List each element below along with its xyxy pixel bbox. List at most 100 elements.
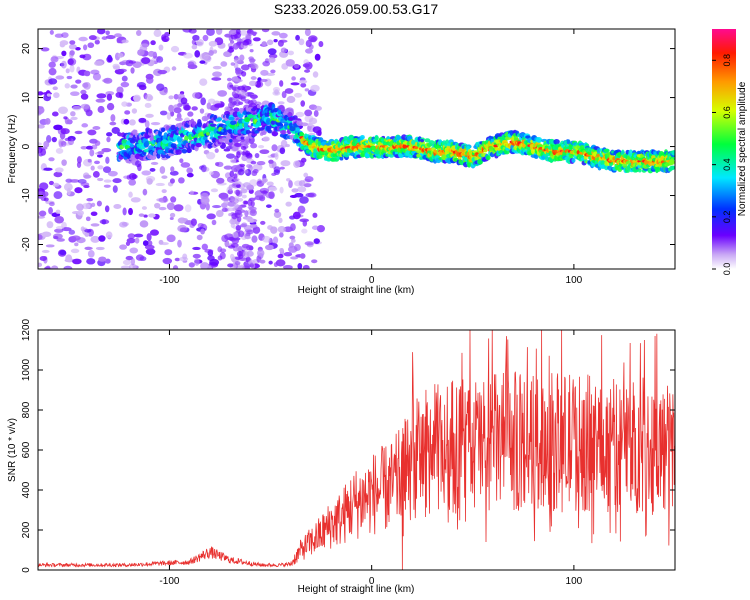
heatmap-noise-cell (94, 60, 104, 66)
heatmap-noise-cell (119, 61, 127, 66)
heatmap-noise-cell (232, 231, 239, 239)
heatmap-noise-cell (54, 215, 65, 224)
heatmap-noise-cell (135, 160, 142, 168)
heatmap-noise-cell (192, 34, 200, 41)
heatmap-noise-cell (285, 59, 295, 67)
heatmap-ridge-cell (596, 147, 601, 154)
heatmap-noise-cell (227, 82, 234, 90)
heatmap-noise-cell (250, 94, 258, 99)
heatmap-noise-cell (226, 77, 232, 82)
heatmap-noise-cell (301, 228, 308, 234)
heatmap-noise-cell (191, 39, 196, 45)
colorbar: 0.0 0.2 0.4 0.6 0.8 Normalized spectral ampl… (712, 29, 748, 275)
heatmap-noise-cell (228, 184, 233, 192)
heatmap-noise-cell (180, 162, 191, 168)
heatmap-ridge-cell (157, 149, 163, 155)
heatmap-noise-cell (82, 202, 91, 210)
heatmap-noise-cell (60, 140, 67, 147)
heatmap-noise-cell (38, 124, 45, 129)
heatmap-noise-cell (221, 207, 228, 212)
heatmap-noise-cell (43, 167, 53, 171)
heatmap-noise-cell (293, 63, 300, 69)
heatmap-noise-cell (277, 39, 284, 47)
heatmap-noise-cell (231, 212, 238, 220)
heatmap-noise-cell (304, 88, 310, 92)
heatmap-noise-cell (45, 244, 55, 248)
heatmap-noise-cell (307, 122, 313, 127)
heatmap-noise-cell (145, 73, 154, 80)
heatmap-ridge-cell (289, 117, 294, 122)
heatmap-noise-cell (158, 206, 167, 211)
snr-x-axis-label: Height of straight line (km) (298, 584, 415, 595)
heatmap-noise-cell (112, 185, 118, 193)
heatmap-noise-cell (235, 225, 242, 231)
heatmap-noise-cell (98, 256, 107, 262)
heatmap-noise-cell (170, 196, 177, 203)
heatmap-noise-cell (251, 235, 258, 243)
heatmap-noise-cell (153, 29, 162, 38)
heatmap-ridge-cell (299, 131, 304, 137)
heatmap-noise-cell (85, 145, 94, 150)
heatmap-noise-cell (229, 158, 237, 164)
heatmap-noise-cell (142, 188, 148, 196)
heatmap-noise-cell (172, 265, 179, 269)
heatmap-noise-cell (105, 156, 110, 164)
heatmap-noise-cell (256, 160, 266, 166)
heatmap-noise-cell (130, 197, 141, 203)
heatmap-noise-cell (295, 111, 305, 118)
heatmap-ridge-cell (411, 139, 416, 146)
heatmap-noise-cell (259, 259, 266, 264)
heatmap-noise-cell (279, 186, 284, 194)
heatmap-noise-cell (115, 92, 123, 98)
heatmap-noise-cell (206, 29, 215, 36)
heatmap-noise-cell (251, 170, 258, 177)
heatmap-noise-cell (96, 93, 107, 99)
heatmap-ridge-cell (133, 129, 138, 134)
heatmap-noise-cell (248, 197, 256, 202)
heatmap-noise-cell (80, 103, 90, 110)
heatmap-noise-cell (46, 221, 54, 229)
heatmap-noise-cell (90, 202, 96, 207)
heatmap-ridge-cell (294, 138, 301, 144)
heatmap-noise-cell (68, 229, 76, 235)
colorbar-gradient (712, 29, 736, 269)
heatmap-noise-cell (212, 65, 222, 70)
heatmap-noise-cell (91, 144, 98, 150)
heatmap-noise-cell (66, 187, 71, 196)
heatmap-noise-cell (96, 154, 103, 158)
heatmap-noise-cell (225, 153, 235, 159)
heatmap-noise-cell (268, 191, 275, 200)
heatmap-noise-cell (240, 95, 246, 99)
heatmap-noise-cell (86, 197, 94, 202)
heatmap-ridge-cell (222, 131, 228, 136)
heatmap-noise-cell (144, 120, 150, 128)
heatmap-noise-cell (173, 204, 184, 212)
heatmap-noise-cell (148, 213, 156, 218)
heatmap-ridge-cell (533, 154, 539, 159)
heatmap-noise-cell (299, 253, 306, 259)
heatmap-noise-cell (175, 117, 183, 122)
heatmap-noise-cell (116, 86, 124, 94)
heatmap-ridge-cell (420, 138, 424, 143)
heatmap-noise-cell (159, 166, 166, 174)
heatmap-noise-cell (141, 170, 152, 176)
heatmap-noise-cell (313, 105, 322, 111)
heatmap-noise-cell (106, 56, 113, 63)
heatmap-noise-cell (101, 219, 107, 225)
heatmap-noise-cell (53, 124, 63, 131)
heatmap-noise-cell (290, 238, 296, 243)
heatmap-noise-cell (118, 68, 127, 73)
heatmap-noise-cell (128, 191, 133, 198)
heatmap-noise-cell (170, 45, 180, 53)
heatmap-noise-cell (146, 233, 152, 241)
heatmap-noise-cell (128, 179, 137, 186)
heatmap-noise-cell (217, 246, 223, 253)
heatmap-noise-cell (85, 216, 91, 222)
heatmap-ridge-cell (156, 153, 161, 159)
heatmap-ridge-cell (374, 135, 379, 141)
heatmap-noise-cell (52, 182, 60, 187)
heatmap-noise-cell (262, 60, 271, 67)
heatmap-y-tick-label: 0 (21, 143, 32, 149)
heatmap-noise-cell (117, 53, 124, 58)
heatmap-noise-cell (90, 69, 100, 75)
